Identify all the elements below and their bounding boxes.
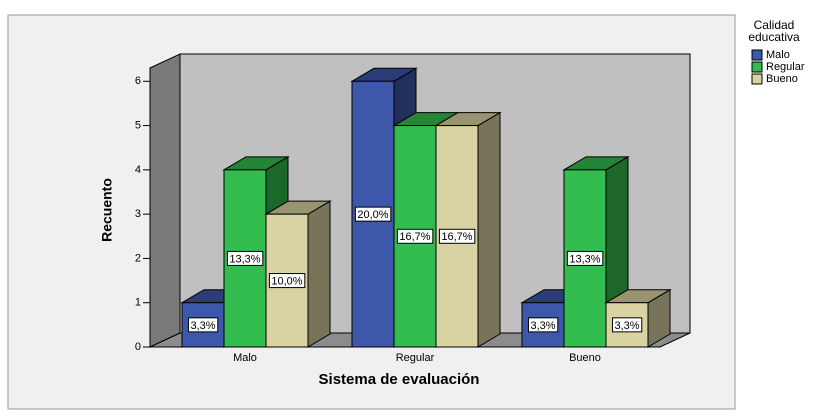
legend-swatch: [751, 73, 763, 85]
data-label-bg: [438, 228, 476, 244]
x-tick-label: Malo: [233, 352, 257, 364]
x-tick-label: Regular: [396, 352, 435, 364]
data-label-bg: [527, 317, 559, 333]
data-label-bg: [187, 317, 219, 333]
legend-swatch: [751, 49, 763, 61]
data-label: 3,3%: [190, 320, 215, 332]
y-tick-label: 5: [135, 119, 141, 131]
y-tick-label: 3: [135, 208, 141, 220]
y-tick-label: 6: [135, 75, 141, 87]
bar-side: [307, 200, 331, 348]
legend-label: Regular: [766, 61, 805, 73]
legend-title: Calidad: [754, 18, 795, 32]
data-label: 13,3%: [229, 253, 260, 265]
data-label-bg: [354, 206, 392, 222]
data-label: 13,3%: [569, 253, 600, 265]
data-label-bg: [566, 250, 604, 266]
data-label-box: 3,3%: [527, 317, 559, 333]
data-label-box: 3,3%: [611, 317, 643, 333]
data-label: 16,7%: [441, 231, 472, 243]
legend-label: Bueno: [766, 73, 798, 85]
data-label-box: 13,3%: [226, 250, 264, 266]
data-label-box: 16,7%: [396, 228, 434, 244]
data-label: 10,0%: [271, 275, 302, 287]
data-label-bg: [396, 228, 434, 244]
data-label-bg: [226, 250, 264, 266]
y-tick-label: 4: [135, 164, 141, 176]
data-label-box: 20,0%: [354, 206, 392, 222]
legend-title: educativa: [748, 30, 800, 44]
data-label-box: 3,3%: [187, 317, 219, 333]
data-label-bg: [611, 317, 643, 333]
data-label: 16,7%: [399, 231, 430, 243]
y-axis-title: Recuento: [99, 178, 115, 242]
data-label-box: 13,3%: [566, 250, 604, 266]
data-label-bg: [268, 273, 306, 289]
data-label: 3,3%: [614, 320, 639, 332]
legend-swatch: [751, 61, 763, 73]
side-wall: [149, 53, 181, 348]
legend-label: Malo: [766, 49, 790, 61]
x-axis-title: Sistema de evaluación: [319, 371, 480, 388]
data-label: 20,0%: [357, 209, 388, 221]
data-label-box: 16,7%: [438, 228, 476, 244]
y-tick-label: 1: [135, 297, 141, 309]
bar-side: [477, 111, 501, 348]
y-tick-label: 0: [135, 341, 141, 353]
y-tick-label: 2: [135, 252, 141, 264]
data-label: 3,3%: [530, 320, 555, 332]
x-tick-label: Bueno: [569, 352, 601, 364]
data-label-box: 10,0%: [268, 273, 306, 289]
